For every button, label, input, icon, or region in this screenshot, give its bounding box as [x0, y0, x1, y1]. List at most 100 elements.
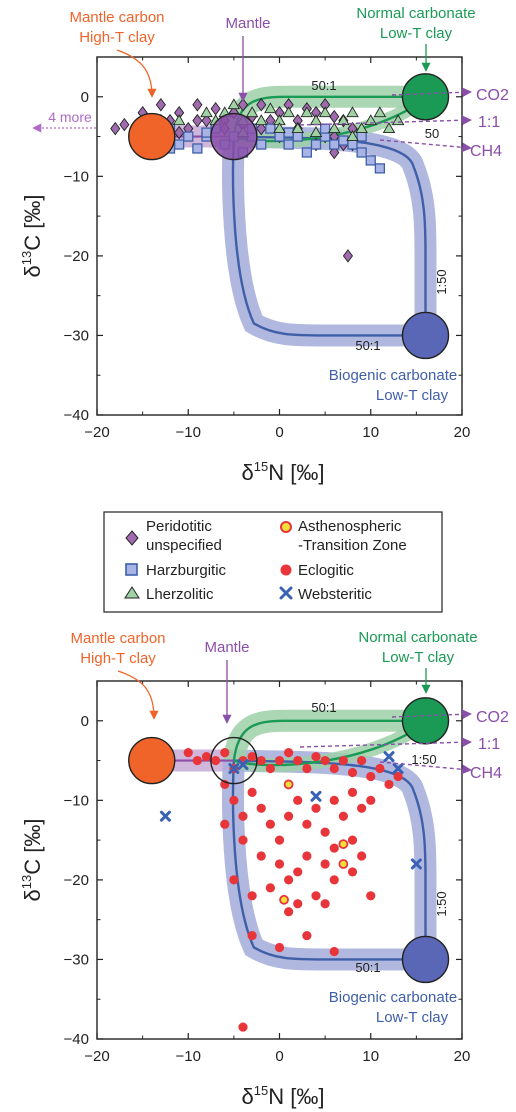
y-tick-label: −30 [64, 951, 89, 968]
top-co2-arrow [391, 87, 472, 98]
eclogitic-point [284, 748, 294, 758]
eclogitic-point [338, 755, 348, 766]
legend-item-lherzolitic: Lherzolitic [124, 586, 214, 603]
bottom-ratio-green: 50:1 [311, 700, 336, 715]
x-tick-label: 0 [275, 1048, 283, 1065]
legend-eclogitic-label: Eclogitic [298, 562, 354, 579]
websteritic-point [310, 790, 322, 802]
eclogitic-point [192, 755, 202, 766]
top-mantle-carbon-label-2: High-T clay [79, 29, 155, 46]
cross-stroke [237, 759, 249, 771]
x-tick-label: −20 [84, 1048, 109, 1065]
top-ch4-label: CH4 [470, 143, 502, 160]
lherzolitic-point [337, 114, 350, 126]
diamond-icon [125, 530, 139, 546]
bottom-axis-ticks: −20 −10 0 10 20 0 −10 −20 −30 −40 [64, 680, 471, 1065]
cross-stroke [159, 810, 171, 822]
eclogitic-point [338, 811, 348, 821]
bottom-mantle-carbon-arrow [117, 670, 159, 720]
legend: Peridotitic unspecified Harzburgitic Lhe… [103, 511, 443, 613]
y-tick-label: 0 [81, 713, 89, 730]
cross-stroke [410, 858, 422, 870]
legend-asthenospheric-label-2: -Transition Zone [298, 537, 407, 554]
x-tick-label: 20 [454, 1048, 471, 1065]
harzburgitic-point [274, 131, 285, 142]
mantle-carbon-endmember [128, 112, 176, 161]
bottom-mantle-carbon-label-2: High-T clay [80, 650, 156, 667]
top-endmember-circles [128, 73, 450, 360]
eclogitic-point [320, 755, 330, 766]
y-tick-label: −20 [64, 248, 89, 265]
bottom-ratio-green-end: 1:50 [411, 752, 436, 767]
websteritic-point [383, 751, 395, 763]
legend-box [103, 511, 443, 613]
peridotitic-unspecified-point [192, 113, 203, 128]
eclogitic-point [247, 930, 257, 941]
mantle-endmember [210, 112, 258, 161]
bottom-one-to-one-label: 1:1 [478, 736, 500, 753]
eclogitic-point [320, 899, 330, 909]
harzburgitic-point [256, 139, 267, 150]
top-y-axis-label: δ13C [‰] [19, 195, 45, 278]
eclogitic-point [329, 946, 339, 957]
harzburgitic-point [356, 147, 367, 158]
eclogitic-point [302, 819, 312, 829]
legend-lherzolitic-label: Lherzolitic [146, 586, 214, 603]
top-normal-carbonate-label-2: Low-T clay [380, 25, 453, 42]
bottom-ratio-blue-right: 1:50 [434, 891, 449, 916]
dot-icon [280, 564, 292, 576]
top-ratio-blue-bottom: 50:1 [355, 338, 380, 353]
y-tick-label: −10 [64, 792, 89, 809]
mantle-carbon-endmember [128, 736, 176, 785]
peridotitic-unspecified-point [237, 97, 249, 112]
bottom-endmember-circles [128, 697, 450, 984]
eclogitic-point [274, 835, 285, 845]
asthenospheric-transition-zone-point [338, 859, 349, 869]
biogenic-curve-right [233, 759, 427, 960]
eclogitic-point [347, 787, 358, 797]
lherzolitic-point [309, 126, 323, 138]
eclogitic-point [238, 811, 248, 821]
eclogitic-point [265, 819, 275, 829]
eclogitic-point [384, 779, 394, 790]
normal-carbonate-curve-lower [233, 721, 427, 767]
eclogitic-point [329, 875, 339, 885]
harzburgitic-point [329, 139, 340, 150]
peridotitic-unspecified-point [174, 125, 185, 140]
legend-peridotitic-label-1: Peridotitic [146, 518, 212, 535]
lherzolitic-point [172, 114, 186, 126]
eclogitic-point [293, 755, 303, 766]
bottom-biogenic-carbonate-label-2: Low-T clay [376, 1009, 449, 1026]
eclogitic-point [311, 803, 321, 813]
top-more-label: 4 more [48, 109, 92, 125]
eclogitic-point [293, 899, 303, 909]
harzburgitic-point [356, 131, 367, 142]
eclogitic-point [220, 819, 230, 829]
peridotitic-unspecified-point [192, 97, 203, 112]
bottom-one-to-one-arrow [299, 737, 472, 748]
eclogitic-point [238, 835, 248, 845]
websteritic-point [159, 810, 171, 822]
eclogitic-point [375, 763, 385, 774]
harzburgitic-point [301, 147, 313, 158]
peridotitic-unspecified-point [155, 97, 166, 112]
bottom-x-axis-label: δ15N [‰] [242, 1083, 325, 1109]
lherzolitic-point [227, 98, 241, 110]
eclogitic-point [393, 771, 403, 782]
peridotitic-unspecified-point [256, 97, 267, 112]
y-tick-label: −40 [64, 407, 89, 424]
eclogitic-point [220, 748, 230, 758]
cross-stroke [228, 763, 240, 775]
y-tick-label: −20 [64, 872, 89, 889]
peridotitic-unspecified-point [342, 249, 354, 263]
lherzolitic-point [282, 106, 295, 118]
eclogitic-point [320, 827, 330, 837]
lherzolitic-point [382, 122, 396, 134]
biogenic-band-right [233, 125, 437, 336]
lherzolitic-point [355, 122, 368, 134]
websteritic-point [237, 759, 249, 771]
bottom-ratio-blue-bottom: 50:1 [355, 960, 380, 975]
y-tick-label: −10 [64, 168, 89, 185]
square-icon [125, 563, 138, 576]
top-mantle-carbon-arrow [116, 49, 157, 98]
